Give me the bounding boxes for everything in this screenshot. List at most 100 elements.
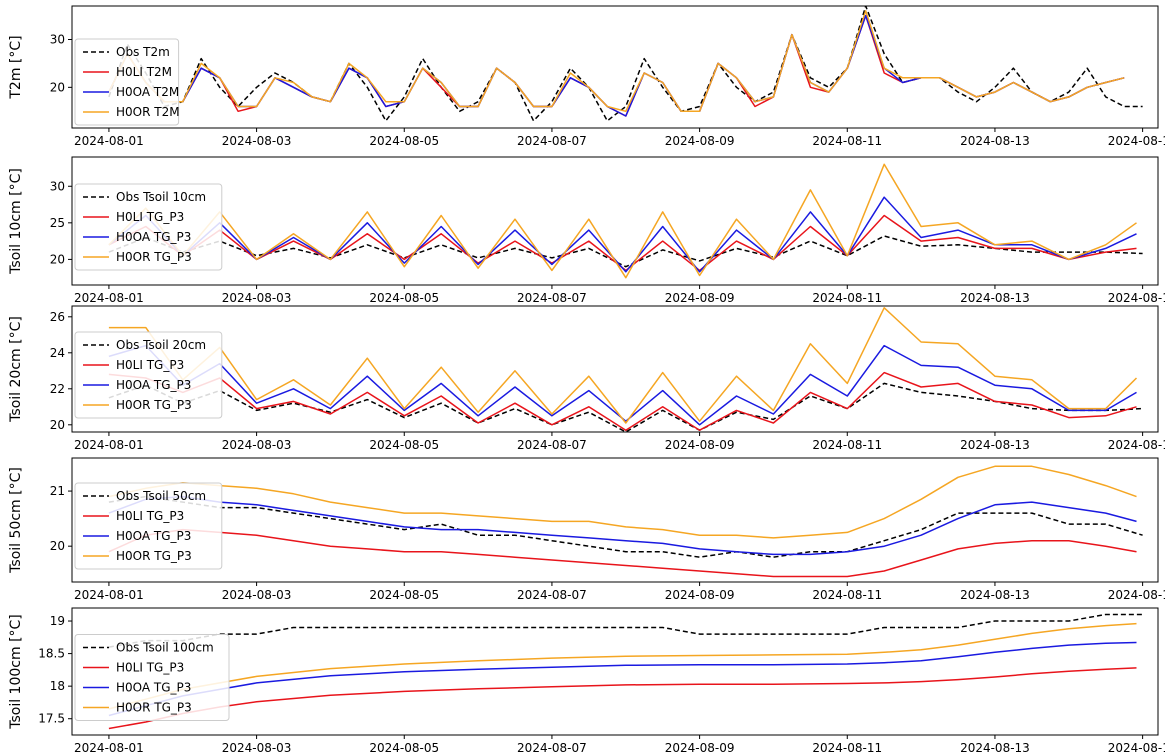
x-tick-label: 2024-08-07 <box>517 291 587 305</box>
series-line-h0li-tg-p3 <box>108 371 1137 431</box>
series-line-obs-tsoil-10cm <box>108 235 1143 268</box>
legend-label: H0LI TG_P3 <box>116 210 184 224</box>
legend-label: Obs Tsoil 50cm <box>116 489 206 503</box>
x-tick-label: 2024-08-01 <box>74 291 144 305</box>
y-axis-label: T2m [°C] <box>8 35 24 99</box>
x-tick-label: 2024-08-11 <box>812 741 882 755</box>
legend-label: H0OA T2M <box>116 85 179 99</box>
legend: Obs Tsoil 50cm H0LI TG_P3 H0OA TG_P3 H0OR T… <box>74 482 223 570</box>
x-tick-label: 2024-08-07 <box>517 588 587 602</box>
y-tick-label: 20 <box>50 252 65 266</box>
y-tick-label: 18 <box>50 679 65 693</box>
x-tick-label: 2024-08-03 <box>222 588 292 602</box>
legend-box <box>74 38 180 126</box>
x-tick-label: 2024-08-01 <box>74 438 144 452</box>
x-tick-label: 2024-08-05 <box>369 588 439 602</box>
legend-label: Obs Tsoil 10cm <box>116 190 206 204</box>
series-line-obs-t2m <box>108 6 1143 122</box>
x-tick-label: 2024-08-03 <box>222 741 292 755</box>
series-line-h0or-tg-p3 <box>108 465 1137 539</box>
y-axis-label: Tsoil 10cm [°C] <box>8 168 24 275</box>
y-tick-label: 30 <box>50 32 65 46</box>
x-tick-label: 2024-08-13 <box>960 438 1030 452</box>
series-line-obs-tsoil-50cm <box>108 495 1143 558</box>
legend-box <box>74 482 223 570</box>
axes-frame <box>71 305 1159 433</box>
x-tick-label: 2024-08-15 <box>1108 291 1165 305</box>
y-tick-label: 22 <box>50 382 65 396</box>
y-axis-label: Tsoil 50cm [°C] <box>8 467 24 574</box>
series-line-h0oa-t2m <box>108 14 1125 117</box>
y-tick-label: 20 <box>50 80 65 94</box>
legend-box <box>74 634 230 721</box>
x-tick-label: 2024-08-05 <box>369 438 439 452</box>
series-line-h0or-tg-p3 <box>108 307 1138 424</box>
legend-label: Obs Tsoil 20cm <box>116 338 206 352</box>
x-tick-label: 2024-08-09 <box>665 588 735 602</box>
legend: Obs Tsoil 100cm H0LI TG_P3 H0OA TG_P3 H0OR … <box>74 634 230 721</box>
y-tick-label: 19 <box>50 614 65 628</box>
axes-frame <box>71 156 1159 286</box>
legend-label: Obs Tsoil 100cm <box>116 641 214 655</box>
x-tick-label: 2024-08-05 <box>369 741 439 755</box>
series-line-obs-tsoil-100cm <box>108 613 1143 648</box>
x-tick-label: 2024-08-09 <box>665 741 735 755</box>
legend-label: H0OR TG_P3 <box>116 701 192 715</box>
x-tick-label: 2024-08-09 <box>665 438 735 452</box>
x-tick-label: 2024-08-05 <box>369 134 439 148</box>
legend-label: H0LI T2M <box>116 65 172 79</box>
legend-box <box>74 183 223 271</box>
subplot-4: 2024-08-01 2024-08-03 2024-08-05 2024-08-07… <box>8 457 1165 602</box>
x-tick-label: 2024-08-15 <box>1108 741 1165 755</box>
y-tick-label: 21 <box>50 484 65 498</box>
axes-frame <box>71 5 1159 129</box>
legend-label: H0OA TG_P3 <box>116 378 191 392</box>
x-tick-label: 2024-08-11 <box>812 134 882 148</box>
series-line-h0or-tg-p3 <box>108 622 1137 710</box>
y-axis-label: Tsoil 20cm [°C] <box>8 316 24 423</box>
legend-label: H0OR TG_P3 <box>116 398 192 412</box>
axes-frame <box>71 457 1159 583</box>
x-tick-label: 2024-08-11 <box>812 438 882 452</box>
y-tick-label: 20 <box>50 539 65 553</box>
legend-label: H0OA TG_P3 <box>116 230 191 244</box>
legend: Obs Tsoil 10cm H0LI TG_P3 H0OA TG_P3 H0OR T… <box>74 183 223 271</box>
legend-label: H0OR TG_P3 <box>116 549 192 563</box>
x-tick-label: 2024-08-07 <box>517 741 587 755</box>
x-tick-label: 2024-08-03 <box>222 438 292 452</box>
x-tick-label: 2024-08-07 <box>517 134 587 148</box>
x-tick-label: 2024-08-01 <box>74 588 144 602</box>
x-tick-label: 2024-08-05 <box>369 291 439 305</box>
series-line-h0oa-tg-p3 <box>108 196 1137 273</box>
legend-label: H0LI TG_P3 <box>116 358 184 372</box>
legend-label: H0LI TG_P3 <box>116 661 184 675</box>
x-tick-label: 2024-08-13 <box>960 588 1030 602</box>
series-line-h0oa-tg-p3 <box>108 641 1137 717</box>
subplot-1: 2024-08-01 2024-08-03 2024-08-05 2024-08-07… <box>8 5 1165 148</box>
subplot-3: 2024-08-01 2024-08-03 2024-08-05 2024-08-07… <box>8 305 1165 452</box>
y-tick-label: 18.5 <box>38 647 65 661</box>
series-line-h0li-tg-p3 <box>108 214 1137 272</box>
x-tick-label: 2024-08-03 <box>222 134 292 148</box>
x-tick-label: 2024-08-15 <box>1108 438 1165 452</box>
axes-frame <box>71 607 1159 736</box>
legend-label: H0OR TG_P3 <box>116 250 192 264</box>
subplot-2: 2024-08-01 2024-08-03 2024-08-05 2024-08-07… <box>8 156 1165 305</box>
legend: Obs T2m H0LI T2M H0OA T2M H0OR T2M <box>74 38 180 126</box>
legend-box <box>74 331 223 419</box>
x-tick-label: 2024-08-09 <box>665 291 735 305</box>
series-line-h0li-tg-p3 <box>108 528 1137 578</box>
x-tick-label: 2024-08-09 <box>665 134 735 148</box>
x-tick-label: 2024-08-13 <box>960 134 1030 148</box>
y-tick-label: 30 <box>50 179 65 193</box>
x-tick-label: 2024-08-11 <box>812 291 882 305</box>
y-tick-label: 17.5 <box>38 712 65 726</box>
x-tick-label: 2024-08-01 <box>74 134 144 148</box>
legend-label: H0OA TG_P3 <box>116 681 191 695</box>
y-tick-label: 24 <box>50 346 65 360</box>
x-tick-label: 2024-08-01 <box>74 741 144 755</box>
y-axis-label: Tsoil 100cm [°C] <box>8 614 24 730</box>
y-tick-label: 26 <box>50 310 65 324</box>
x-tick-label: 2024-08-15 <box>1108 588 1165 602</box>
series-line-h0or-t2m <box>108 10 1125 113</box>
